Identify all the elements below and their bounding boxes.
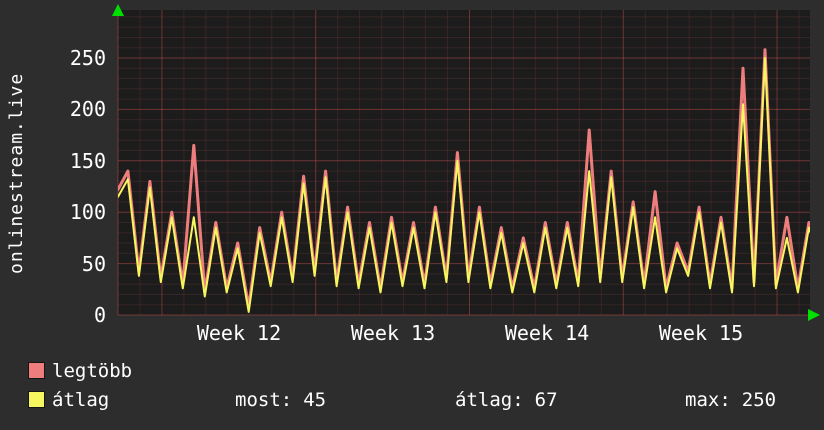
y-axis-label: 50 <box>81 252 106 276</box>
y-axis-label: 0 <box>93 303 106 327</box>
x-axis-week-label: Week 13 <box>350 321 436 345</box>
stat-most-value: 45 <box>303 389 327 411</box>
y-axis-label: 250 <box>69 46 106 70</box>
stat-most: most: 45 <box>235 389 326 411</box>
stat-atlag-label: átlag: <box>455 389 524 411</box>
legend-label-atlag: átlag <box>52 389 110 411</box>
stat-max: max: 250 <box>685 389 776 411</box>
y-axis-label: 150 <box>69 149 106 173</box>
vertical-axis-title: onlinestream.live <box>6 72 27 274</box>
y-axis-label: 200 <box>69 97 106 121</box>
legend-swatch-atlag <box>28 391 45 408</box>
legend-swatch-legtobb <box>28 362 45 379</box>
stat-atlag-value: 67 <box>534 389 558 411</box>
stat-atlag: átlag: 67 <box>455 389 558 411</box>
stat-most-label: most: <box>235 389 293 411</box>
x-axis-week-label: Week 14 <box>504 321 590 345</box>
legend-label-legtobb: legtöbb <box>52 360 133 382</box>
stat-max-value: 250 <box>741 389 777 411</box>
x-axis-week-label: Week 12 <box>196 321 282 345</box>
y-axis-label: 100 <box>69 200 106 224</box>
stat-max-label: max: <box>685 389 731 411</box>
x-axis-week-label: Week 15 <box>658 321 744 345</box>
